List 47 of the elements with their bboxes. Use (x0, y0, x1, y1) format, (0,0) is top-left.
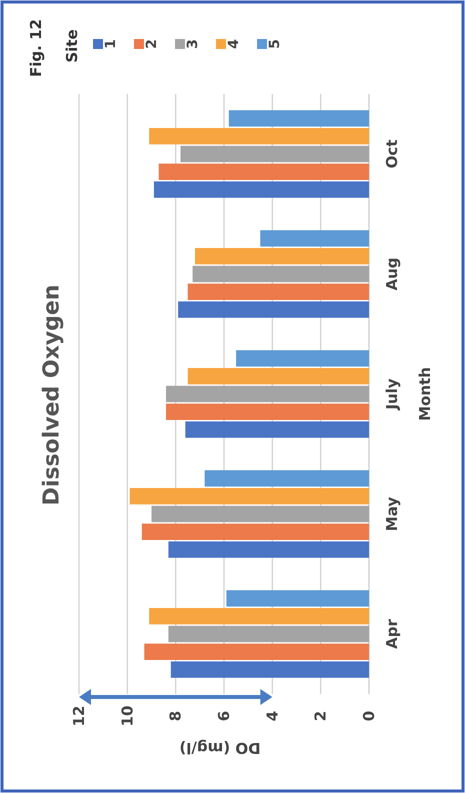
bar (130, 488, 369, 504)
bar (260, 230, 369, 247)
y-tick-label: Oct (383, 140, 401, 168)
bar (168, 541, 369, 558)
y-tick-label: Apr (383, 618, 401, 649)
bar (195, 248, 369, 264)
bar (226, 590, 369, 607)
caption: Fig. 12 (27, 19, 45, 77)
bar (170, 661, 369, 678)
text: Dissolved Oxygen (40, 284, 64, 506)
legend-label: 1 (103, 39, 119, 49)
bar (154, 181, 369, 198)
x-tick-label: 8 (166, 710, 185, 722)
y-axis-title: Month (416, 367, 434, 421)
x-tick-label: 2 (312, 710, 330, 722)
x-tick-label: 12 (70, 706, 88, 726)
bar (178, 301, 369, 318)
y-tick-label: July (383, 378, 401, 411)
bar (188, 368, 369, 384)
legend-label: 3 (185, 39, 201, 49)
bar (142, 524, 369, 540)
bar (166, 404, 369, 420)
x-axis-title: DO (mg/l) (179, 739, 261, 757)
bar (185, 421, 369, 438)
bar (149, 128, 369, 144)
legend-label: 4 (226, 38, 242, 49)
bar (144, 644, 369, 660)
x-tick-label: 0 (360, 710, 378, 722)
y-tick-label: Aug (383, 257, 401, 291)
legend-title: Site (63, 29, 81, 63)
bar (158, 164, 369, 180)
x-tick-label: 10 (118, 706, 136, 726)
bar (236, 350, 369, 367)
legend-label: 2 (144, 39, 160, 49)
bar (152, 506, 369, 522)
bar (192, 266, 369, 282)
bar (168, 626, 369, 642)
bar (188, 284, 369, 300)
y-tick-label: May (383, 496, 401, 532)
bar (149, 608, 369, 624)
bar (180, 146, 369, 162)
x-tick-label: 4 (263, 710, 282, 722)
bar (228, 110, 369, 127)
bar (166, 386, 369, 402)
x-tick-label: 6 (215, 710, 233, 722)
bar (204, 470, 369, 487)
legend-label: 5 (267, 39, 283, 49)
